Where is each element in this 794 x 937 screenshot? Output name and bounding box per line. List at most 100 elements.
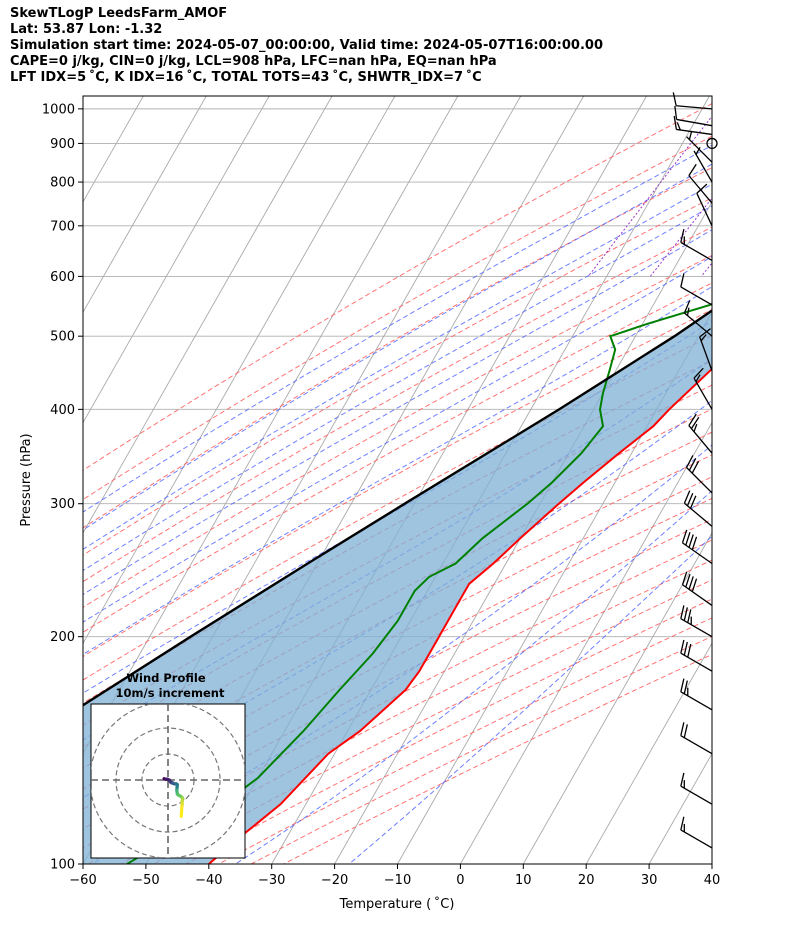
hodograph-title: Wind Profile (126, 671, 206, 685)
x-tick-label: −40 (195, 873, 222, 888)
hodograph-subtitle: 10m/s increment (116, 686, 225, 700)
y-tick-label: 900 (50, 137, 75, 152)
barb-feather (690, 416, 700, 429)
x-tick-label: −10 (384, 873, 411, 888)
calm-circle (706, 137, 718, 150)
isotherm-10 (522, 532, 712, 864)
barb-feather (689, 495, 697, 509)
barb-feather (683, 641, 688, 656)
barb-staff (680, 785, 713, 805)
isotherm--100 (83, 96, 270, 424)
temperature-line (208, 367, 712, 864)
moist-adiabat (83, 205, 712, 572)
barb-staff (696, 192, 713, 227)
isotherm-20 (585, 642, 712, 864)
barb-feather (674, 105, 678, 120)
dry-adiabat (83, 282, 712, 633)
barb-staff (686, 467, 713, 494)
wind-barb (693, 367, 713, 410)
barb-feather (691, 536, 698, 550)
dry-adiabat (83, 166, 712, 529)
barb-staff (684, 312, 713, 337)
barb-feather (680, 678, 685, 693)
barb-feather (687, 643, 692, 658)
barb-staff (680, 241, 713, 261)
barb-feather (696, 183, 708, 194)
y-tick-label: 500 (50, 330, 75, 345)
dry-adiabat (83, 309, 712, 658)
wind-barb (680, 273, 713, 306)
isotherm--140 (0, 96, 18, 864)
barb-feather (676, 122, 681, 131)
barb-feather (680, 816, 685, 831)
y-tick-label: 1000 (42, 102, 75, 117)
wind-barb (672, 92, 713, 110)
dry-adiabat (83, 497, 712, 830)
wind-barb (688, 413, 713, 454)
x-tick-label: 0 (456, 873, 464, 888)
x-tick-label: 30 (641, 873, 658, 888)
barb-feather (699, 328, 711, 338)
header-location: Lat: 53.87 Lon: -1.32 (10, 22, 163, 37)
y-tick-label: 400 (50, 403, 75, 418)
barb-feather (681, 571, 688, 585)
barb-staff (680, 652, 713, 672)
barb-feather (691, 578, 698, 592)
wind-barb (680, 228, 713, 261)
isotherm-40 (711, 863, 712, 864)
wind-barb (696, 183, 713, 227)
dry-adiabat (83, 135, 712, 501)
barb-feather (688, 163, 697, 176)
x-tick-label: 40 (704, 873, 721, 888)
y-tick-label: 600 (50, 270, 75, 285)
barb-feather (683, 607, 688, 621)
barb-feather (683, 724, 688, 738)
dry-adiabat (83, 454, 712, 790)
barb-feather (680, 605, 685, 619)
dry-adiabat (88, 539, 712, 864)
header-title: SkewTLogP LeedsFarm_AMOF (10, 6, 228, 21)
barb-feather (695, 374, 701, 382)
barb-feather (685, 532, 691, 546)
barb-staff (699, 336, 713, 371)
moist-adiabat (83, 320, 712, 694)
x-tick-label: −20 (321, 873, 348, 888)
mixing-ratio-line (700, 262, 712, 277)
isotherm--110 (83, 96, 207, 314)
isotherm--130 (0, 96, 80, 864)
y-axis-label: Pressure (hPa) (19, 433, 34, 526)
barb-feather (683, 680, 688, 695)
wind-barb (680, 772, 713, 805)
barb-feather (680, 228, 685, 243)
y-tick-label: 300 (50, 497, 75, 512)
x-tick-label: −60 (69, 873, 96, 888)
barb-feather (672, 92, 677, 106)
barb-feather (685, 455, 694, 468)
barb-feather (687, 609, 692, 623)
barb-feather (686, 307, 690, 316)
x-tick-label: −50 (132, 873, 159, 888)
moist-adiabat (83, 229, 712, 596)
header-times: Simulation start time: 2024-05-07_00:00:… (10, 38, 603, 53)
barb-staff (680, 735, 713, 755)
barb-feather (683, 300, 691, 314)
y-tick-label: 700 (50, 219, 75, 234)
wind-barb (680, 816, 713, 849)
isotherm-0 (460, 421, 712, 864)
y-tick-label: 200 (50, 630, 75, 645)
barb-feather (688, 131, 693, 140)
wind-barb (683, 300, 713, 337)
header-indices: LFT IDX=5 ˚C, K IDX=16 ˚C, TOTAL TOTS=43… (10, 70, 482, 85)
barb-staff (680, 618, 713, 638)
moist-adiabat (83, 286, 712, 656)
wind-barb (680, 605, 713, 638)
y-tick-label: 100 (50, 858, 75, 873)
barb-staff (682, 584, 713, 606)
barb-feather (680, 273, 685, 288)
dry-adiabat (83, 103, 712, 471)
y-tick-label: 800 (50, 176, 75, 191)
wind-barb (685, 455, 713, 494)
isotherm--80 (83, 96, 396, 645)
barb-feather (683, 490, 691, 504)
